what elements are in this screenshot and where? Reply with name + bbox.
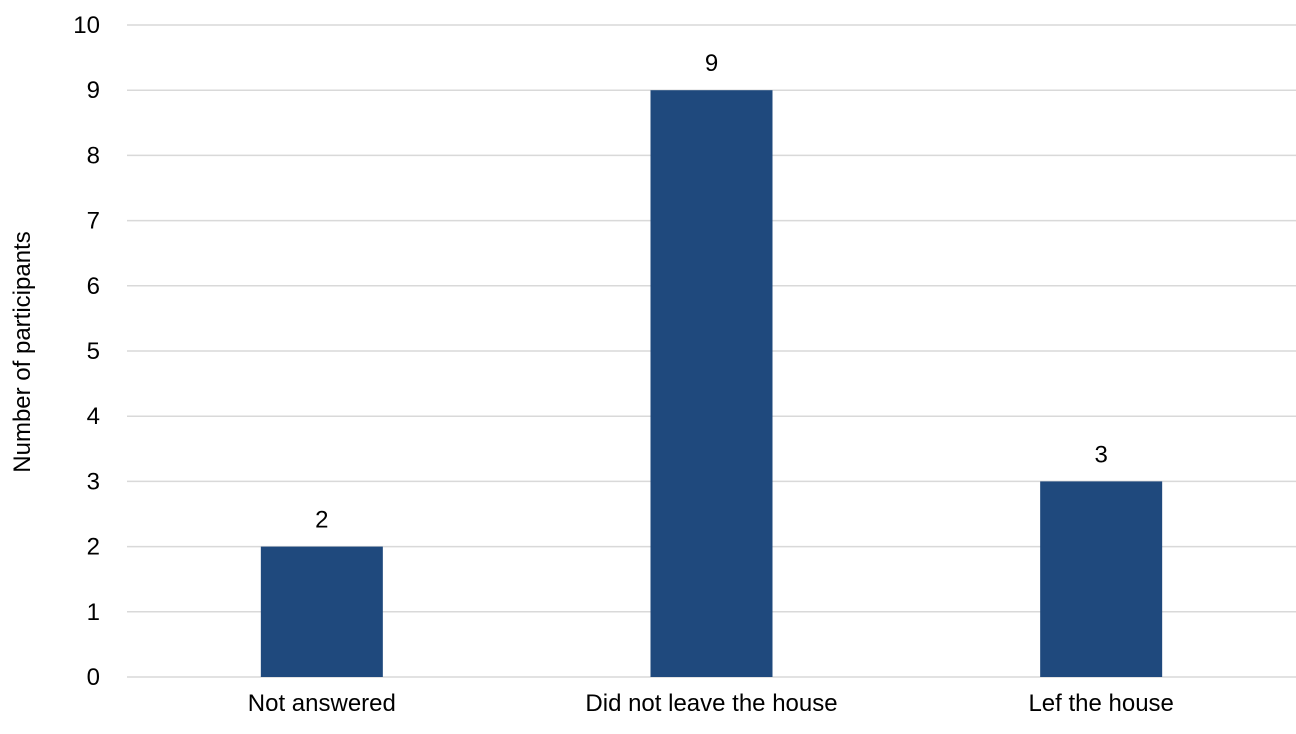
data-label: 3: [1094, 441, 1107, 468]
bar: [650, 90, 773, 677]
y-tick-label: 1: [87, 599, 100, 626]
bar: [260, 546, 383, 677]
data-labels: 2 9 3: [315, 50, 1108, 533]
data-label: 9: [705, 50, 718, 77]
bar: [1040, 481, 1163, 677]
y-tick-label: 6: [87, 273, 100, 300]
y-tick-label: 3: [87, 468, 100, 495]
y-tick-label: 8: [87, 142, 100, 169]
x-axis-ticks: Not answered Did not leave the house Lef t…: [248, 690, 1174, 717]
y-axis-ticks: 0 1 2 3 4 5 6 7 8 9 10: [73, 12, 100, 691]
x-tick-label: Lef the house: [1028, 690, 1173, 717]
y-tick-label: 4: [87, 403, 100, 430]
y-tick-label: 2: [87, 534, 100, 561]
x-tick-label: Did not leave the house: [585, 690, 837, 717]
y-axis-title: Number of participants: [9, 231, 36, 472]
x-tick-label: Not answered: [248, 690, 396, 717]
y-tick-label: 0: [87, 664, 100, 691]
y-tick-label: 10: [73, 12, 100, 39]
y-tick-label: 9: [87, 77, 100, 104]
y-tick-label: 7: [87, 208, 100, 235]
bars: [260, 90, 1163, 677]
data-label: 2: [315, 507, 328, 534]
y-tick-label: 5: [87, 338, 100, 365]
